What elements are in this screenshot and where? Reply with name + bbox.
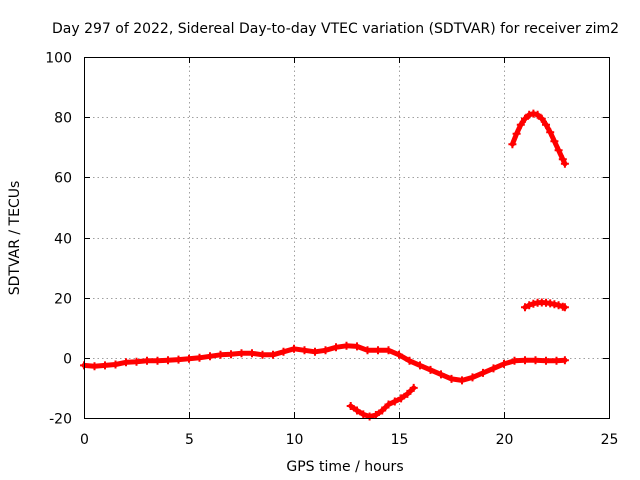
data-point xyxy=(363,346,372,355)
data-point xyxy=(332,343,340,352)
data-point xyxy=(237,349,246,358)
data-point xyxy=(164,356,172,365)
data-point xyxy=(174,355,183,364)
data-point xyxy=(374,346,382,355)
data-point xyxy=(521,114,529,123)
data-point xyxy=(195,353,204,362)
data-point xyxy=(90,362,99,371)
chart-title: Day 297 of 2022, Sidereal Day-to-day VTE… xyxy=(52,21,619,37)
data-point xyxy=(560,303,569,312)
data-point xyxy=(458,376,466,385)
data-point xyxy=(321,346,330,355)
data-point xyxy=(489,364,498,373)
data-point xyxy=(384,400,393,409)
data-point xyxy=(365,412,374,421)
x-tick-label: 20 xyxy=(496,432,514,448)
data-point xyxy=(508,140,517,149)
x-tick-label: 5 xyxy=(185,432,194,448)
data-point xyxy=(290,344,298,353)
y-tick-label: 0 xyxy=(63,352,72,368)
data-point xyxy=(390,397,399,406)
data-point xyxy=(342,341,351,350)
data-point xyxy=(554,301,563,310)
data-point xyxy=(143,356,151,365)
data-point xyxy=(269,350,277,359)
data-point xyxy=(529,109,538,118)
data-point xyxy=(510,356,519,365)
data-point xyxy=(500,359,508,368)
data-point xyxy=(542,120,550,129)
data-point xyxy=(426,365,435,374)
data-point xyxy=(279,347,288,356)
data-point xyxy=(395,350,403,359)
data-point xyxy=(409,383,418,392)
data-point xyxy=(153,356,162,365)
data-point xyxy=(531,356,540,365)
data-point xyxy=(101,361,109,370)
data-point xyxy=(521,303,529,312)
data-point xyxy=(447,374,456,383)
data-point xyxy=(371,411,380,419)
data-point xyxy=(359,410,368,419)
data-point xyxy=(512,129,521,138)
series-segment-high xyxy=(508,109,569,168)
data-point xyxy=(300,346,309,355)
data-point xyxy=(353,406,361,415)
data-point xyxy=(405,356,414,365)
data-point xyxy=(311,347,319,356)
data-point xyxy=(227,350,235,359)
data-point xyxy=(516,120,525,129)
data-point xyxy=(206,352,214,361)
y-axis-label: SDTVAR / TECUs xyxy=(7,181,23,296)
data-point xyxy=(258,350,267,359)
x-tick-label: 10 xyxy=(286,432,304,448)
data-point xyxy=(403,389,412,398)
series-segment-mid xyxy=(521,298,569,312)
data-point xyxy=(560,356,569,365)
data-point xyxy=(353,342,361,351)
data-point xyxy=(550,137,559,146)
data-point xyxy=(437,370,445,379)
data-point xyxy=(542,356,550,365)
data-point xyxy=(346,402,355,410)
y-tick-label: 40 xyxy=(54,232,72,248)
grid xyxy=(84,57,609,418)
data-point xyxy=(560,159,569,168)
data-point xyxy=(397,394,406,403)
data-point xyxy=(533,110,542,119)
data-point xyxy=(558,155,567,164)
data-point xyxy=(554,146,563,155)
data-point xyxy=(525,110,534,119)
x-tick-label: 15 xyxy=(391,432,409,448)
data-point xyxy=(216,350,225,359)
data-point xyxy=(378,406,387,415)
axis-ticks: 0 5 10 15 20 25 -20 0 20 40 60 80 100 xyxy=(45,51,618,449)
data-point xyxy=(185,354,193,363)
data-point xyxy=(248,349,256,358)
y-tick-label: 20 xyxy=(54,292,72,308)
y-tick-label: 80 xyxy=(54,111,72,127)
x-tick-label: 0 xyxy=(80,432,89,448)
data-point xyxy=(546,128,555,137)
data-point xyxy=(552,356,561,365)
data-series xyxy=(80,109,569,421)
y-tick-label: -20 xyxy=(49,412,72,428)
series-main xyxy=(80,341,569,385)
data-point xyxy=(132,357,141,366)
data-point xyxy=(468,373,477,382)
series-segment-low xyxy=(346,383,418,421)
data-point xyxy=(525,301,534,310)
data-point xyxy=(416,361,424,370)
y-tick-label: 60 xyxy=(54,171,72,187)
x-axis-label: GPS time / hours xyxy=(286,459,403,475)
data-point xyxy=(479,368,487,377)
data-point xyxy=(122,358,130,367)
x-tick-label: 25 xyxy=(601,432,619,448)
data-point xyxy=(384,346,393,355)
y-tick-label: 100 xyxy=(45,51,72,67)
data-point xyxy=(537,114,546,123)
data-point xyxy=(111,360,120,369)
data-point xyxy=(521,356,529,365)
